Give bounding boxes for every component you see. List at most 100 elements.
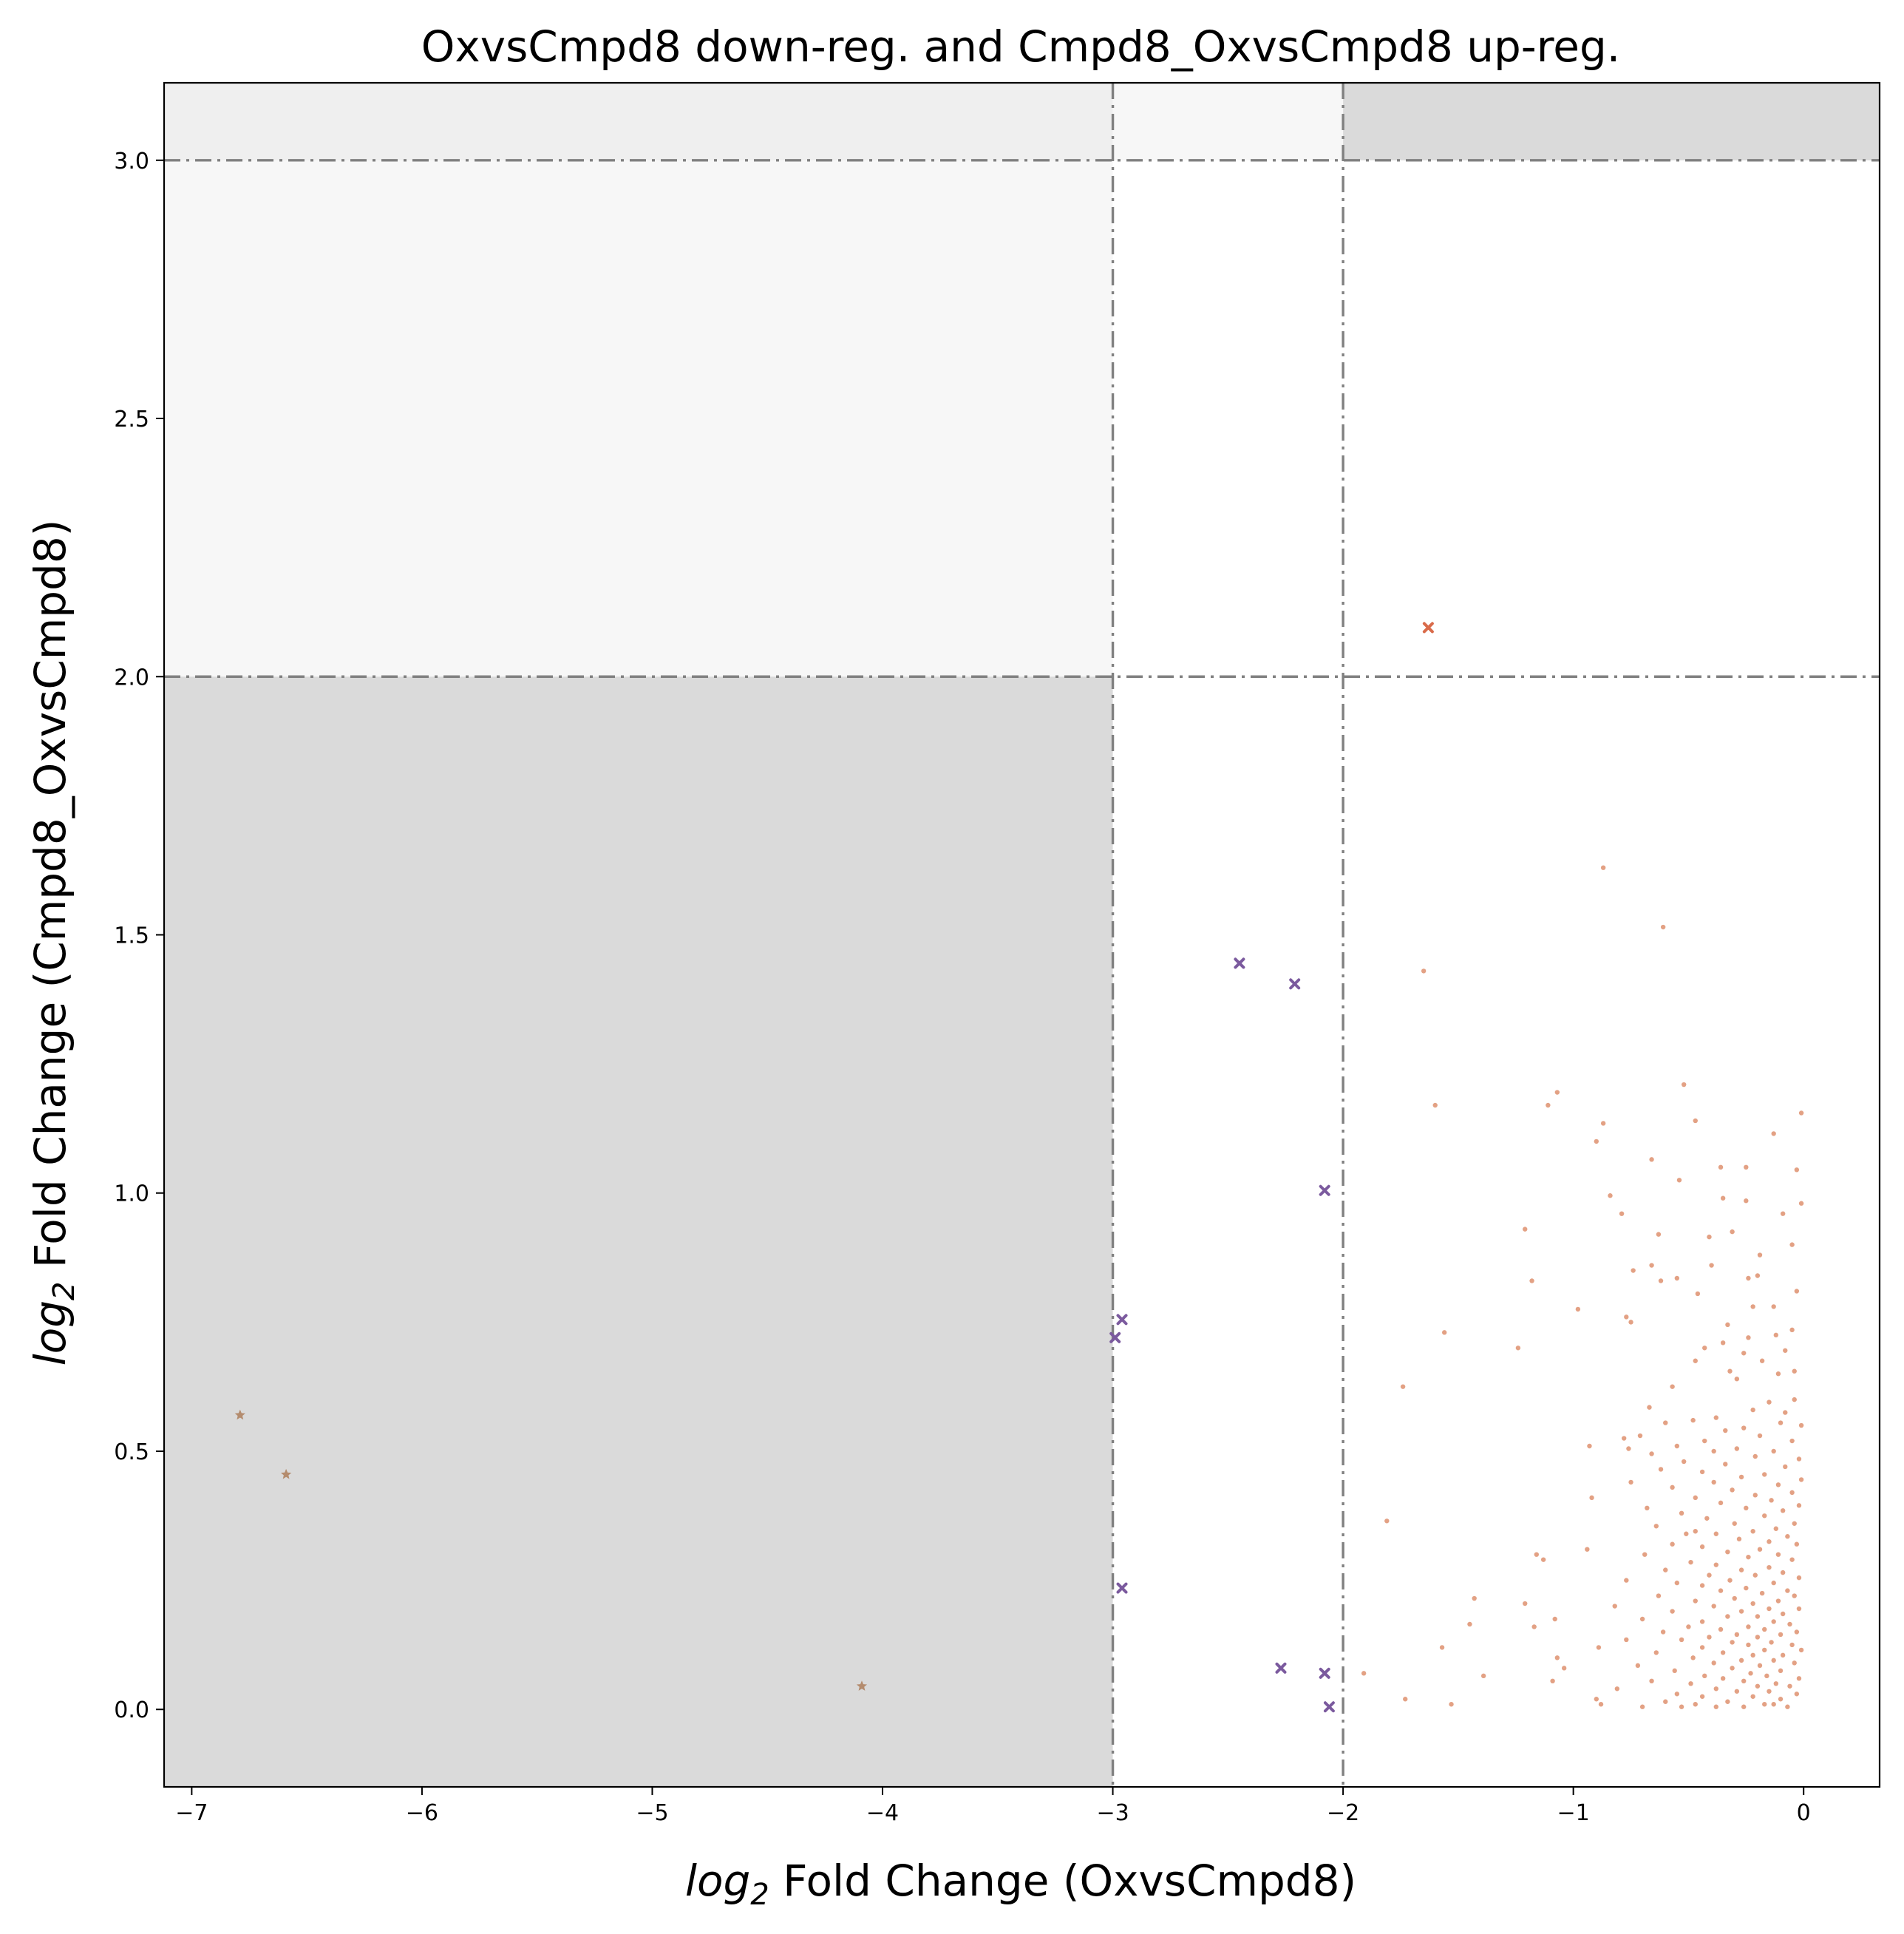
point-dot-3-97 — [1711, 1479, 1716, 1485]
x-tick-label-0: −7 — [175, 1800, 208, 1826]
point-dot-3-193 — [1730, 1640, 1735, 1645]
point-dot-3-232 — [1614, 1686, 1620, 1692]
point-dot-3-187 — [1778, 1632, 1784, 1638]
point-dot-3-19 — [1744, 1198, 1749, 1204]
point-dot-3-25 — [1656, 1232, 1662, 1237]
point-dot-3-59 — [1734, 1376, 1740, 1382]
x-tick-label-1: −6 — [406, 1800, 438, 1826]
point-dot-3-191 — [1679, 1637, 1684, 1643]
x-tick-label-3: −4 — [866, 1800, 899, 1826]
y-axis-title-log: log — [25, 1300, 75, 1365]
point-dot-3-204 — [1780, 1652, 1786, 1658]
point-x-1-7 — [1319, 1667, 1330, 1679]
point-dot-3-28 — [1757, 1252, 1763, 1258]
point-dot-3-111 — [1679, 1510, 1684, 1516]
point-dot-3-43 — [1628, 1320, 1633, 1325]
point-dot-3-85 — [1649, 1451, 1654, 1456]
point-dot-3-11 — [1594, 1139, 1599, 1144]
point-dot-3-14 — [1744, 1164, 1749, 1170]
point-dot-3-241 — [1403, 1697, 1408, 1702]
point-dot-3-124 — [1736, 1536, 1742, 1541]
point-dot-3-213 — [1561, 1666, 1567, 1671]
scatter-points — [234, 622, 1804, 1713]
point-dot-3-225 — [1741, 1678, 1747, 1684]
point-dot-3-152 — [1744, 1585, 1749, 1591]
point-dot-3-217 — [1748, 1671, 1753, 1676]
point-dot-3-148 — [1727, 1578, 1733, 1583]
point-dot-3-100 — [1730, 1487, 1735, 1493]
point-dot-3-119 — [1693, 1529, 1698, 1534]
point-dot-3-118 — [1773, 1526, 1779, 1531]
point-dot-3-207 — [1738, 1658, 1744, 1663]
point-dot-3-168 — [1670, 1609, 1675, 1614]
point-x-1-2 — [1319, 1184, 1330, 1196]
point-dot-3-253 — [1679, 1704, 1684, 1709]
point-dot-3-150 — [1674, 1580, 1680, 1586]
point-dot-3-86 — [1752, 1453, 1758, 1459]
point-dot-3-240 — [1778, 1697, 1784, 1702]
point-dot-3-139 — [1713, 1562, 1719, 1567]
x-axis-title: log2 Fold Change (OxvsCmpd8) — [685, 1856, 1356, 1912]
point-dot-3-126 — [1670, 1541, 1675, 1547]
x-tick-label-5: −2 — [1327, 1800, 1359, 1826]
shaded-region-0 — [164, 83, 1113, 160]
point-dot-3-31 — [1649, 1263, 1654, 1268]
point-dot-3-131 — [1725, 1549, 1730, 1555]
y-tick-label-3: 1.5 — [114, 923, 149, 949]
point-dot-3-149 — [1771, 1580, 1776, 1586]
point-dot-3-72 — [1741, 1425, 1747, 1431]
point-dot-3-157 — [1792, 1593, 1797, 1598]
point-dot-3-110 — [1780, 1508, 1786, 1513]
point-dot-3-102 — [1589, 1495, 1594, 1501]
point-star-0-0 — [234, 1409, 245, 1420]
point-dot-3-60 — [1400, 1384, 1406, 1389]
point-dot-3-195 — [1746, 1642, 1751, 1648]
point-dot-3-156 — [1656, 1593, 1662, 1598]
y-tick-label-6: 3.0 — [114, 149, 149, 174]
point-dot-3-29 — [1709, 1263, 1714, 1268]
point-dot-3-214 — [1730, 1666, 1735, 1671]
point-dot-3-0 — [1600, 865, 1606, 870]
point-dot-3-63 — [1767, 1399, 1772, 1405]
point-dot-3-151 — [1699, 1583, 1705, 1588]
point-dot-3-75 — [1757, 1433, 1763, 1439]
point-dot-3-136 — [1540, 1557, 1546, 1562]
point-dot-3-96 — [1628, 1479, 1633, 1485]
point-dot-3-239 — [1594, 1697, 1599, 1702]
point-dot-3-58 — [1775, 1371, 1781, 1377]
point-dot-3-163 — [1750, 1601, 1755, 1606]
x-axis-title-log: log — [685, 1856, 750, 1906]
y-axis-title: log2 Fold Change (Cmpd8_OxvsCmpd8) — [25, 520, 81, 1366]
point-dot-3-183 — [1762, 1626, 1767, 1632]
point-dot-3-143 — [1780, 1570, 1786, 1575]
point-dot-3-181 — [1531, 1624, 1537, 1629]
shaded-regions — [164, 83, 1880, 1787]
point-dot-3-27 — [1789, 1242, 1795, 1247]
point-dot-3-103 — [1752, 1493, 1758, 1498]
point-dot-3-173 — [1639, 1616, 1645, 1622]
point-dot-3-47 — [1773, 1332, 1779, 1338]
point-dot-3-73 — [1723, 1428, 1728, 1433]
point-dot-3-249 — [1785, 1704, 1790, 1709]
point-dot-3-138 — [1688, 1559, 1693, 1565]
point-dot-3-125 — [1767, 1539, 1772, 1544]
point-dot-3-247 — [1693, 1702, 1698, 1707]
threshold-lines — [164, 83, 1880, 1787]
point-dot-3-224 — [1649, 1678, 1654, 1684]
point-dot-3-208 — [1771, 1658, 1776, 1663]
point-dot-3-246 — [1598, 1702, 1604, 1707]
point-dot-3-189 — [1755, 1635, 1761, 1640]
point-dot-3-123 — [1785, 1534, 1790, 1539]
point-dot-3-226 — [1550, 1678, 1555, 1684]
point-dot-3-116 — [1792, 1521, 1797, 1526]
point-dot-3-76 — [1621, 1436, 1627, 1441]
point-dot-3-54 — [1759, 1358, 1765, 1363]
point-dot-3-70 — [1778, 1420, 1784, 1425]
point-dot-3-180 — [1686, 1624, 1691, 1629]
point-x-1-3 — [1116, 1314, 1128, 1326]
point-dot-3-185 — [1660, 1629, 1666, 1635]
point-dot-3-142 — [1663, 1567, 1668, 1572]
point-dot-3-218 — [1361, 1671, 1367, 1676]
point-dot-3-212 — [1757, 1663, 1763, 1669]
point-dot-3-230 — [1787, 1683, 1792, 1689]
